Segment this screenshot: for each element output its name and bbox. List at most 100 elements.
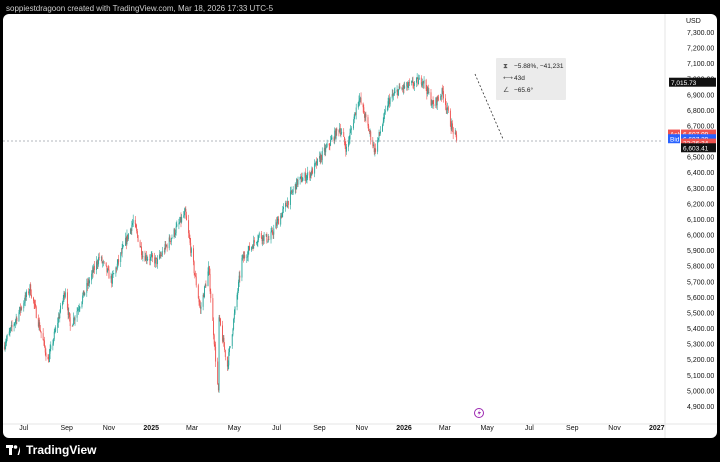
candle: [132, 214, 134, 228]
candle: [450, 121, 452, 135]
candle-body: [383, 113, 385, 122]
candle-body: [204, 284, 206, 287]
chart-panel[interactable]: ⧗ −5.88%, −41,231 ⟷ 43d ∠ −65.6° USD 7,300.00 7…: [3, 14, 717, 438]
candle-body: [233, 319, 235, 330]
candle: [98, 253, 100, 267]
candle-body: [373, 144, 375, 153]
candle-body: [384, 110, 386, 113]
candle-body: [231, 334, 233, 347]
price-tick-label: 6,900.00: [687, 92, 714, 99]
candle-body: [452, 127, 454, 134]
time-tick-label: Sep: [566, 425, 579, 432]
candle-body: [79, 307, 81, 309]
candle: [121, 243, 123, 258]
candle: [29, 283, 31, 296]
candle: [166, 243, 168, 252]
candle-body: [33, 300, 35, 305]
candle-body: [369, 131, 371, 133]
candle: [217, 383, 219, 393]
candle: [331, 135, 333, 141]
candle-body: [329, 145, 331, 146]
candle-body: [290, 190, 292, 192]
candle-body: [195, 275, 196, 277]
candle-body: [115, 267, 117, 274]
candle: [115, 266, 117, 277]
candle-body: [280, 215, 282, 225]
price-tick-label: 7,300.00: [687, 30, 714, 37]
candle: [369, 128, 371, 137]
candle-body: [268, 239, 270, 240]
candle-body: [263, 235, 265, 241]
candle: [364, 112, 366, 121]
candle-body: [52, 343, 54, 346]
candle: [170, 240, 172, 245]
lightning-icon-ring: [474, 408, 484, 418]
candle-body: [23, 303, 25, 309]
candle-body: [37, 317, 39, 327]
candle: [150, 254, 151, 266]
candle-body: [226, 356, 228, 367]
candle: [97, 258, 99, 269]
candle: [33, 296, 34, 304]
price-tick-label: 5,100.00: [687, 373, 714, 380]
footer-brand[interactable]: TradingView: [6, 440, 96, 460]
candle: [349, 128, 351, 144]
candle: [129, 227, 131, 235]
candle-body: [413, 82, 415, 87]
candle: [451, 118, 453, 132]
candle: [443, 86, 444, 103]
candle: [28, 288, 30, 298]
candle: [63, 290, 65, 303]
candle-body: [137, 235, 139, 242]
candle: [78, 305, 79, 315]
candle: [416, 77, 417, 88]
price-labels: 7,015.73Ask6,607.99Bid6,607.3922:26:346,…: [668, 77, 716, 152]
candle-body: [343, 132, 345, 137]
candle: [160, 251, 162, 259]
candle: [98, 252, 100, 261]
candle-body: [397, 89, 399, 96]
candle-body: [310, 172, 312, 176]
candle-body: [120, 252, 122, 262]
candle: [375, 143, 377, 154]
candle-body: [396, 89, 398, 92]
candle: [48, 348, 50, 363]
candle: [383, 112, 385, 123]
candle: [204, 285, 205, 299]
candle: [239, 270, 241, 283]
candle-body: [295, 184, 297, 190]
candle: [185, 206, 187, 219]
candle: [62, 294, 64, 305]
candle-body: [62, 301, 64, 306]
candle-body: [107, 268, 109, 273]
candle-body: [107, 268, 109, 270]
ask-value-bg: [681, 129, 716, 139]
candle-body: [447, 107, 449, 111]
candle-body: [35, 306, 37, 318]
candle: [42, 328, 44, 341]
candle-body: [422, 81, 424, 85]
candle: [74, 315, 76, 326]
candle: [302, 172, 304, 181]
candle: [267, 233, 269, 243]
candle: [310, 170, 312, 179]
candle-body: [285, 202, 287, 207]
time-tick-label: Nov: [356, 425, 369, 432]
candle: [339, 123, 341, 137]
candle-body: [399, 86, 401, 89]
candle-body: [123, 245, 124, 247]
candle-body: [11, 325, 13, 327]
candle: [82, 292, 84, 305]
candle-body: [193, 261, 195, 274]
candle-body: [183, 211, 185, 216]
candle: [112, 269, 114, 279]
candle-body: [283, 206, 284, 210]
candle-body: [135, 224, 137, 228]
candle: [406, 81, 408, 91]
candle-body: [168, 237, 170, 249]
candle: [417, 77, 419, 87]
price-tick-label: 7,200.00: [687, 46, 714, 53]
candle-body: [348, 139, 350, 141]
candle: [282, 205, 284, 218]
price-chart[interactable]: ⧗ −5.88%, −41,231⟷ 43d ∠ −65.6° USD 7,300.00 7…: [3, 14, 717, 438]
